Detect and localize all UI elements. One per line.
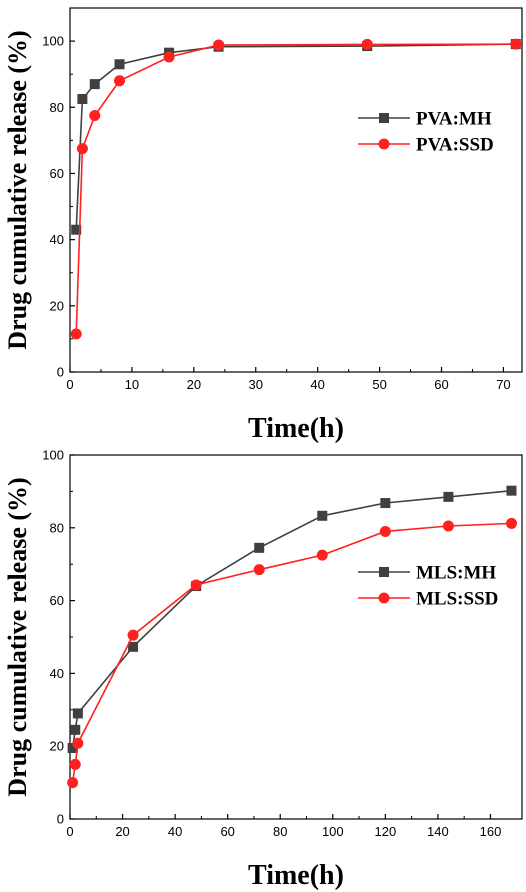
data-point (72, 737, 84, 749)
data-point (379, 525, 391, 537)
series-line (75, 43, 516, 334)
y-tick-label: 40 (50, 666, 64, 681)
series-line (71, 522, 512, 783)
y-axis-label: Drug cumulative release (%) (3, 477, 32, 796)
series-mls-ssd (67, 517, 517, 789)
x-tick-label: 160 (480, 824, 502, 839)
chart-panel-top: 0 20 40 60 80 100 0 10 20 30 40 50 60 70 Drug cumulati… (3, 7, 523, 444)
data-point (361, 38, 373, 50)
chart-panel-bottom: 0 20 40 60 80 100 0 20 40 60 80 100 120 140 160 Drug cu… (3, 448, 523, 891)
data-point (72, 708, 83, 719)
data-point (380, 498, 391, 509)
plot-frame (69, 7, 523, 373)
data-point (114, 75, 126, 87)
legend-marker (379, 113, 389, 123)
legend-label: MLS:MH (416, 563, 496, 584)
y-tick-label: 100 (42, 448, 64, 463)
data-point (190, 579, 202, 591)
data-point (442, 520, 454, 532)
data-point (163, 51, 175, 63)
x-tick-label: 0 (66, 824, 73, 839)
data-point (253, 564, 265, 576)
data-point (128, 641, 139, 652)
data-point (89, 110, 101, 122)
x-tick-label: 30 (249, 377, 263, 392)
legend-marker (378, 592, 390, 604)
y-tick-label: 60 (50, 166, 64, 181)
data-point (317, 510, 328, 521)
data-point (505, 517, 517, 529)
x-tick-label: 100 (322, 824, 344, 839)
y-tick-label: 20 (50, 298, 64, 313)
y-tick-label: 40 (50, 232, 64, 247)
x-tick-label: 0 (66, 377, 73, 392)
x-tick-label: 20 (115, 824, 129, 839)
legend-entry: PVA:MH (358, 109, 492, 130)
data-point (69, 758, 81, 770)
x-tick-label: 60 (434, 377, 448, 392)
legend-label: MLS:SSD (416, 589, 498, 610)
x-tick-label: 70 (496, 377, 510, 392)
x-tick-label: 60 (220, 824, 234, 839)
x-tick-label: 50 (372, 377, 386, 392)
x-tick-label: 20 (187, 377, 201, 392)
data-point (67, 743, 78, 754)
y-tick-label: 60 (50, 593, 64, 608)
data-point (127, 629, 139, 641)
data-point (510, 38, 522, 50)
legend-entry: PVA:SSD (358, 135, 494, 156)
legend-label: PVA:MH (416, 109, 492, 130)
y-tick-label: 100 (42, 34, 64, 49)
data-point (316, 549, 328, 561)
legend-entry: MLS:MH (358, 563, 496, 584)
x-axis-label: Time(h) (248, 860, 344, 891)
data-point (71, 224, 82, 235)
legend-marker (378, 138, 390, 150)
legend-label: PVA:SSD (416, 135, 494, 156)
data-point (506, 485, 517, 496)
data-point (213, 39, 225, 51)
data-point (77, 94, 88, 104)
y-tick-label: 0 (57, 812, 64, 827)
data-point (70, 328, 82, 340)
data-point (114, 59, 125, 70)
x-axis-label: Time(h) (248, 413, 344, 444)
legend-marker (379, 567, 389, 577)
y-tick-label: 0 (57, 365, 64, 380)
x-tick-label: 40 (168, 824, 182, 839)
x-tick-label: 40 (310, 377, 324, 392)
series-pva-ssd (70, 38, 522, 340)
data-point (70, 724, 81, 735)
y-tick-label: 80 (50, 100, 64, 115)
series-mls-mh (67, 485, 517, 754)
legend-entry: MLS:SSD (358, 589, 498, 610)
x-tick-label: 10 (125, 377, 139, 392)
x-tick-label: 120 (374, 824, 396, 839)
data-point (67, 777, 79, 789)
x-tick-label: 140 (427, 824, 449, 839)
y-axis-label: Drug cumulative release (%) (3, 30, 32, 349)
data-point (76, 143, 88, 155)
series-line (71, 489, 512, 749)
data-point (89, 79, 100, 90)
y-tick-label: 20 (50, 739, 64, 754)
y-tick-label: 80 (50, 520, 64, 535)
data-point (443, 491, 454, 502)
data-point (254, 542, 265, 553)
x-tick-label: 80 (273, 824, 287, 839)
